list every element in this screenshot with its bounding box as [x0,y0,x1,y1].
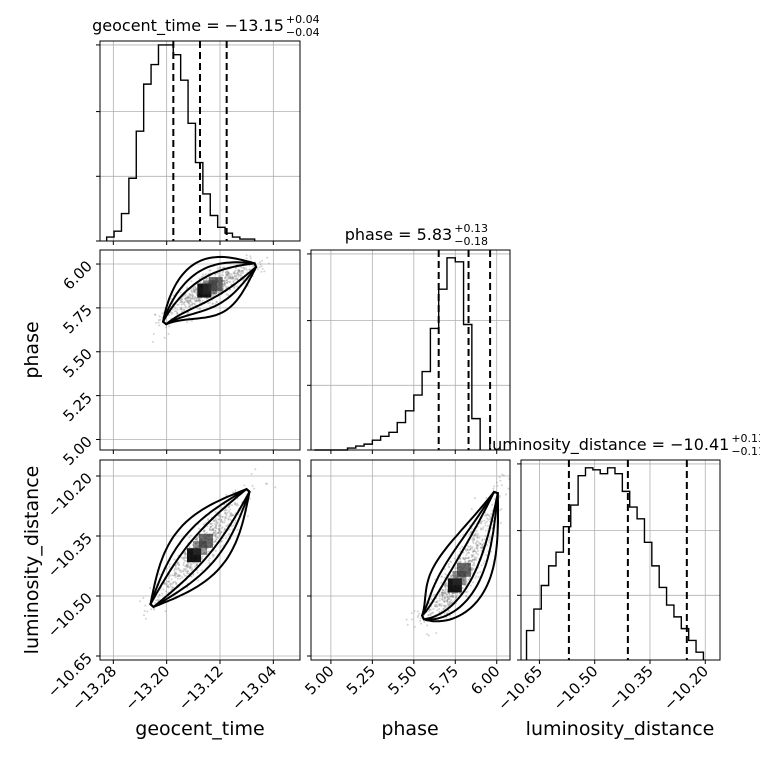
density-panel-phase-vs-luminosity_distance: 5.00 5.25 5.50 5.75 6.00 [301,459,511,698]
y-tick-label: 5.00 [59,433,95,469]
x-axis-label-geocent-time: geocent_time [135,718,264,740]
title-upper-error: +0.13 [731,432,760,445]
contour-level [161,262,258,326]
panel-frame [99,459,301,661]
y-axis-label-phase: phase [21,321,43,378]
title-lower-error: −0.04 [286,26,320,39]
density-cell [452,571,467,585]
y-tick-label: 5.25 [59,389,95,425]
histogram-steps [525,467,705,660]
title-upper-error: +0.13 [454,222,488,235]
panel-title: geocent_time = −13.15 [92,16,284,36]
panel-title: phase = 5.83 [345,225,452,244]
panel-title: luminosity_distance = −10.41 [488,435,730,455]
x-tick-label: 5.75 [426,662,462,698]
x-tick-label: −13.20 [122,662,174,714]
title-upper-error: +0.04 [286,13,320,26]
histogram-steps [314,257,481,451]
y-tick-label: −10.50 [44,589,96,641]
scatter-points [152,254,270,343]
panel-frame [520,459,721,661]
density-cell [203,280,217,295]
y-tick-label: 5.50 [59,345,95,381]
x-tick-label: −10.20 [660,662,712,714]
x-tick-label: −13.04 [228,662,280,714]
contour-level [149,487,251,609]
y-tick-label: −10.35 [44,529,96,581]
x-tick-label: 5.50 [384,662,420,698]
y-tick-label: −10.20 [44,469,96,521]
hist-panel-phase: phase = 5.83 +0.13−0.18 [307,222,511,454]
histogram-steps [105,44,256,241]
x-axis-label-luminosity-distance: luminosity_distance [526,718,715,740]
y-axis-label-luminosity-distance: luminosity_distance [21,466,43,655]
x-tick-label: −10.65 [494,662,546,714]
x-axis-label-phase: phase [381,718,438,740]
density-panel-geocent_time-vs-phase: 5.00 5.25 5.50 5.75 6.00 [59,249,301,469]
x-tick-label: 6.00 [467,662,503,698]
density-cell [193,541,207,555]
panel-frame [99,249,301,451]
scatter-points [405,473,510,637]
x-tick-label: −13.12 [175,662,227,714]
scatter-points [138,468,277,620]
density-panel-geocent_time-vs-luminosity_distance: −13.28 −13.20 −13.12 −13.04−10.65−10.50−10.… [44,459,301,714]
x-tick-label: 5.00 [301,662,337,698]
x-tick-label: −10.35 [605,662,657,714]
panel-frame [310,459,511,661]
contour-level [420,490,499,621]
hist-panel-luminosity_distance: −10.65 −10.50 −10.35 −10.20 luminosity_dista… [488,432,760,714]
title-lower-error: −0.18 [454,235,488,248]
x-tick-label: −10.50 [550,662,602,714]
x-tick-label: 5.25 [343,662,379,698]
y-tick-label: 5.75 [59,301,95,337]
hist-panel-geocent_time: geocent_time = −13.15 +0.04−0.04 [92,13,320,245]
title-lower-error: −0.11 [731,445,760,458]
panel-frame [310,249,511,451]
panel-frame [99,40,301,242]
y-tick-label: 6.00 [59,257,95,293]
